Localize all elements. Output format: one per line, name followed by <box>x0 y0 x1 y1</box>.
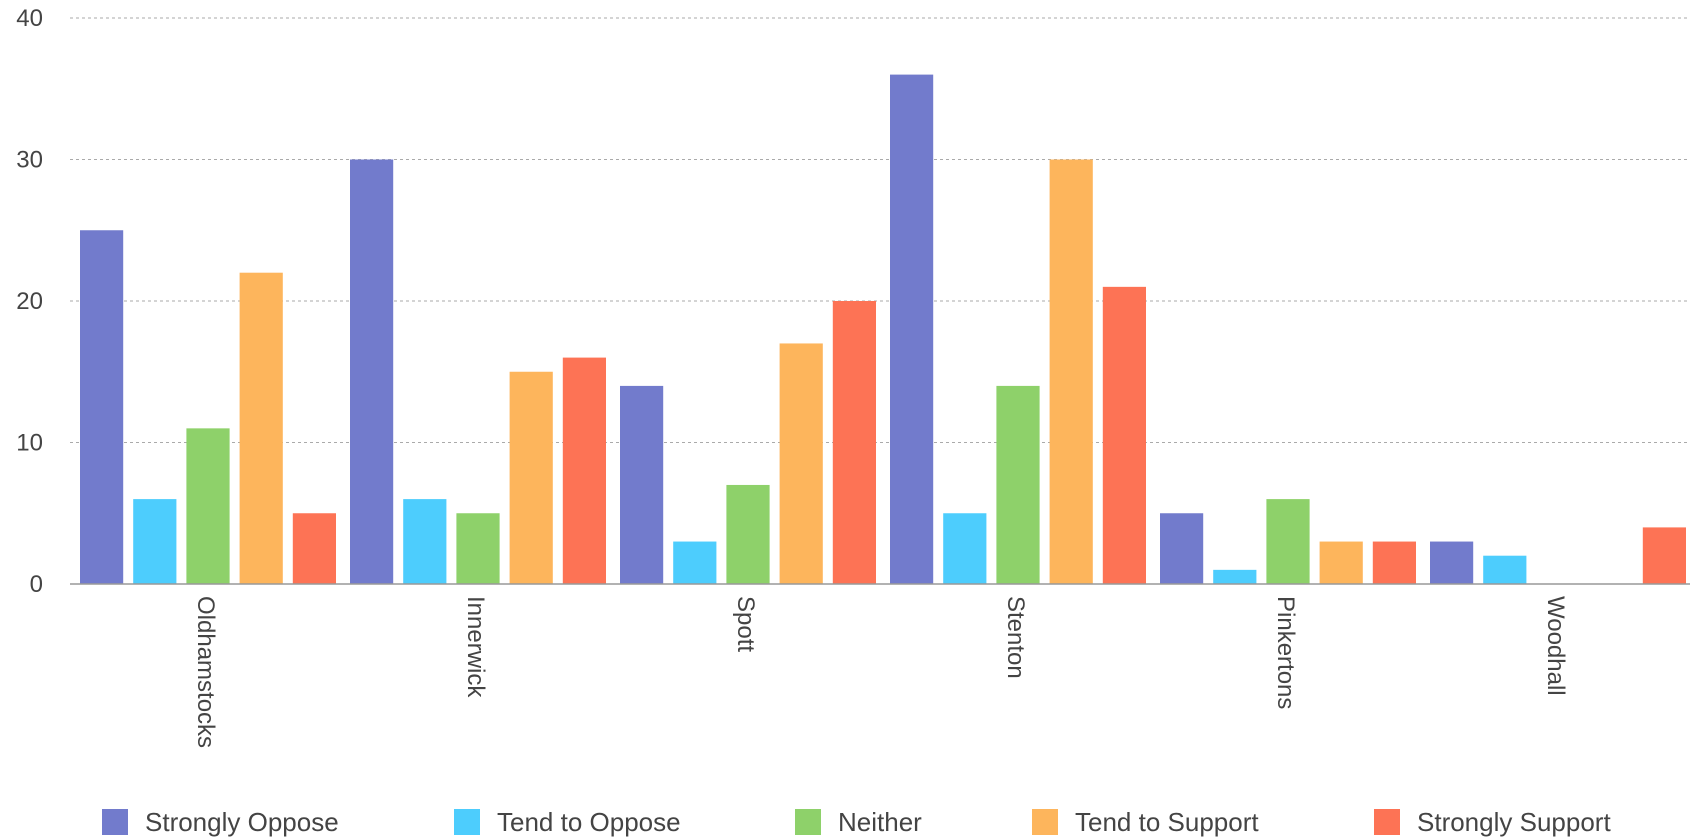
bar-pinkertons-tend-to-oppose <box>1213 569 1257 584</box>
bar-innerwick-strongly-oppose <box>350 159 394 584</box>
y-tick-label: 40 <box>16 5 43 32</box>
legend-label: Strongly Oppose <box>145 807 339 837</box>
legend-swatch <box>1032 809 1058 835</box>
x-category-label: Stenton <box>1002 596 1029 679</box>
bar-pinkertons-tend-to-support <box>1319 541 1363 584</box>
bar-pinkertons-strongly-support <box>1372 541 1416 584</box>
bars <box>80 74 1686 584</box>
bar-spott-tend-to-support <box>779 343 823 584</box>
bar-spott-tend-to-oppose <box>673 541 717 584</box>
legend-label: Tend to Support <box>1075 807 1259 837</box>
bar-innerwick-tend-to-support <box>509 371 553 584</box>
bar-woodhall-tend-to-oppose <box>1483 555 1527 584</box>
legend-swatch <box>454 809 480 835</box>
bar-woodhall-strongly-support <box>1642 527 1686 584</box>
bar-innerwick-tend-to-oppose <box>403 499 447 584</box>
x-category-label: Innerwick <box>462 596 489 698</box>
bar-stenton-neither <box>996 385 1040 584</box>
legend-label: Neither <box>838 807 922 837</box>
x-category-label: Oldhamstocks <box>192 596 219 748</box>
y-tick-label: 0 <box>30 571 43 598</box>
bar-spott-strongly-oppose <box>620 385 664 584</box>
gridlines <box>70 17 1690 443</box>
x-category-label: Woodhall <box>1542 596 1569 696</box>
x-axis-category-labels: Oldhamstocks Innerwick Spott Stenton Pinkert… <box>192 596 1569 748</box>
bar-oldhamstocks-strongly-oppose <box>80 230 124 584</box>
legend-label: Tend to Oppose <box>497 807 681 837</box>
y-tick-label: 10 <box>16 430 43 457</box>
bar-oldhamstocks-strongly-support <box>292 513 336 584</box>
bar-spott-strongly-support <box>832 301 876 584</box>
y-tick-label: 30 <box>16 147 43 174</box>
bar-innerwick-neither <box>456 513 500 584</box>
bar-oldhamstocks-neither <box>186 428 230 584</box>
legend-label: Strongly Support <box>1417 807 1611 837</box>
bar-stenton-strongly-oppose <box>890 74 934 584</box>
bar-innerwick-strongly-support <box>562 357 606 584</box>
legend-swatch <box>102 809 128 835</box>
bar-spott-neither <box>726 484 770 584</box>
legend-swatch <box>1374 809 1400 835</box>
bar-stenton-tend-to-oppose <box>943 513 987 584</box>
bar-stenton-tend-to-support <box>1049 159 1093 584</box>
y-tick-label: 20 <box>16 288 43 315</box>
legend: Strongly Oppose Tend to Oppose Neither Tend… <box>102 807 1611 837</box>
x-category-label: Spott <box>732 596 759 652</box>
bar-oldhamstocks-tend-to-support <box>239 272 283 584</box>
bar-pinkertons-strongly-oppose <box>1160 513 1204 584</box>
bar-pinkertons-neither <box>1266 499 1310 584</box>
x-category-label: Pinkertons <box>1272 596 1299 709</box>
legend-swatch <box>795 809 821 835</box>
bar-stenton-strongly-support <box>1102 286 1146 584</box>
bar-oldhamstocks-tend-to-oppose <box>133 499 177 584</box>
bar-woodhall-strongly-oppose <box>1430 541 1474 584</box>
y-axis-tick-labels: 0 10 20 30 40 <box>16 5 43 598</box>
